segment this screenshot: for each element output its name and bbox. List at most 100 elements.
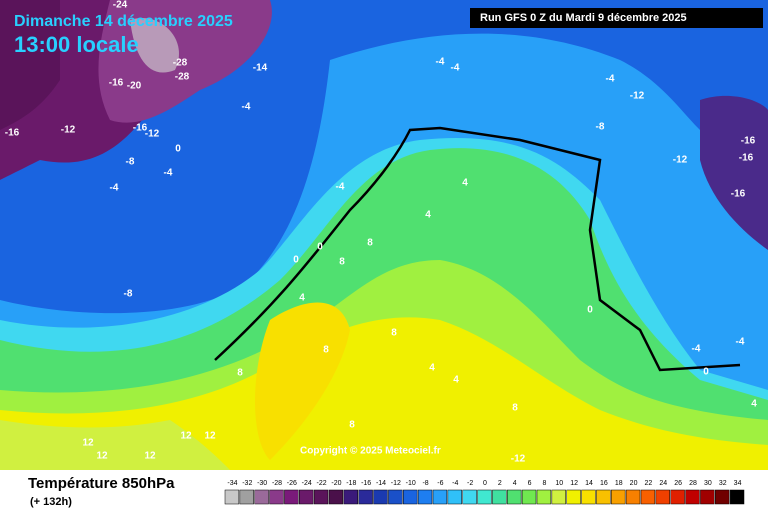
frontier-line [214, 126, 741, 372]
scale-label: 32 [719, 480, 727, 487]
scale-label: 34 [734, 480, 742, 487]
contour-label: 8 [367, 238, 373, 249]
scale-label: 6 [528, 480, 532, 487]
contour-label: -14 [253, 63, 268, 74]
copyright: Copyright © 2025 Meteociel.fr [300, 446, 441, 457]
contour-label: 4 [462, 178, 468, 189]
scale-swatch [388, 489, 403, 505]
scale-label: -6 [437, 480, 443, 487]
scale-label: 26 [674, 480, 682, 487]
contour-label: 8 [339, 257, 345, 268]
scale-swatch [358, 489, 373, 505]
scale-swatch [551, 489, 566, 505]
scale-swatch [403, 489, 418, 505]
contour-label: 4 [429, 363, 435, 374]
contour-label: 4 [299, 293, 305, 304]
contour-label: -8 [124, 289, 133, 300]
contour-label: 0 [587, 305, 593, 316]
scale-swatch [700, 489, 715, 505]
contour-label: 12 [82, 438, 94, 449]
contour-label: -4 [692, 344, 701, 355]
scale-label: 14 [585, 480, 593, 487]
scale-label: -30 [257, 480, 267, 487]
map-date: Dimanche 14 décembre 2025 [14, 13, 233, 30]
scale-label: 22 [645, 480, 653, 487]
contour-label: -12 [61, 125, 76, 136]
contour-label: 8 [323, 345, 329, 356]
contour-label: -24 [113, 0, 128, 11]
contour-label: -28 [173, 58, 188, 69]
contour-label: -4 [336, 182, 345, 193]
scale-swatch [447, 489, 462, 505]
scale-swatch [269, 489, 284, 505]
contour-label: -4 [451, 63, 460, 74]
temperature-field [0, 0, 768, 471]
contour-label: 12 [204, 431, 216, 442]
scale-swatch [432, 489, 448, 505]
contour-label: -16 [133, 123, 148, 134]
contour-label: 4 [453, 375, 459, 386]
scale-label: -34 [227, 480, 237, 487]
scale-swatch [611, 489, 626, 505]
scale-swatch [670, 489, 685, 505]
contour-label: -4 [436, 57, 445, 68]
contour-label: -4 [164, 168, 173, 179]
contour-label: -4 [606, 74, 615, 85]
scale-label: 0 [483, 480, 487, 487]
footer-title: Température 850hPa [28, 475, 175, 492]
scale-label: -26 [287, 480, 297, 487]
scale-swatch [254, 489, 269, 505]
scale-swatch [521, 489, 537, 505]
scale-swatch [417, 489, 433, 505]
scale-label: -10 [406, 480, 416, 487]
scale-swatch [492, 489, 507, 505]
contour-label: -4 [110, 183, 119, 194]
scale-label: -2 [467, 480, 473, 487]
scale-label: -16 [361, 480, 371, 487]
contour-label: -16 [5, 128, 20, 139]
scale-swatch [343, 489, 358, 505]
scale-swatch [239, 489, 254, 505]
scale-swatch [655, 489, 670, 505]
scale-label: 20 [630, 480, 638, 487]
contour-label: 0 [317, 242, 323, 253]
scale-swatch [685, 489, 700, 505]
scale-label: -4 [452, 480, 458, 487]
scale-label: -18 [346, 480, 356, 487]
contour-label: 4 [425, 210, 431, 221]
scale-swatch [715, 489, 730, 505]
contour-label: 8 [391, 328, 397, 339]
scale-label: -8 [422, 480, 428, 487]
contour-label: -4 [242, 102, 251, 113]
contour-label: 0 [293, 255, 299, 266]
scale-swatch [224, 489, 240, 505]
contour-label: -28 [175, 72, 190, 83]
contour-label: 8 [512, 403, 518, 414]
contour-label: 12 [180, 431, 192, 442]
color-scale: -34 -32 -30 -28 -26 -24 -22 -20 -18 -16 -14 -12 -10-… [224, 480, 745, 505]
contour-label: -12 [145, 129, 160, 140]
scale-label: -28 [272, 480, 282, 487]
scale-swatch [625, 489, 641, 505]
contour-label: -20 [127, 81, 142, 92]
scale-label: -20 [331, 480, 341, 487]
scale-label: -32 [242, 480, 252, 487]
scale-label: 2 [498, 480, 502, 487]
scale-label: 4 [513, 480, 517, 487]
scale-label: 10 [555, 480, 563, 487]
contour-label: -16 [739, 153, 754, 164]
contour-label: -12 [673, 155, 688, 166]
scale-label: -14 [376, 480, 386, 487]
contour-label: 8 [349, 420, 355, 431]
contour-label: 12 [96, 451, 108, 462]
scale-swatch [373, 489, 388, 505]
scale-label: 16 [600, 480, 608, 487]
scale-label: 30 [704, 480, 712, 487]
scale-swatch [507, 489, 522, 505]
contour-label: 0 [703, 367, 709, 378]
scale-label: -22 [317, 480, 327, 487]
footer-lead: (+ 132h) [30, 496, 72, 508]
contour-label: -4 [736, 337, 745, 348]
